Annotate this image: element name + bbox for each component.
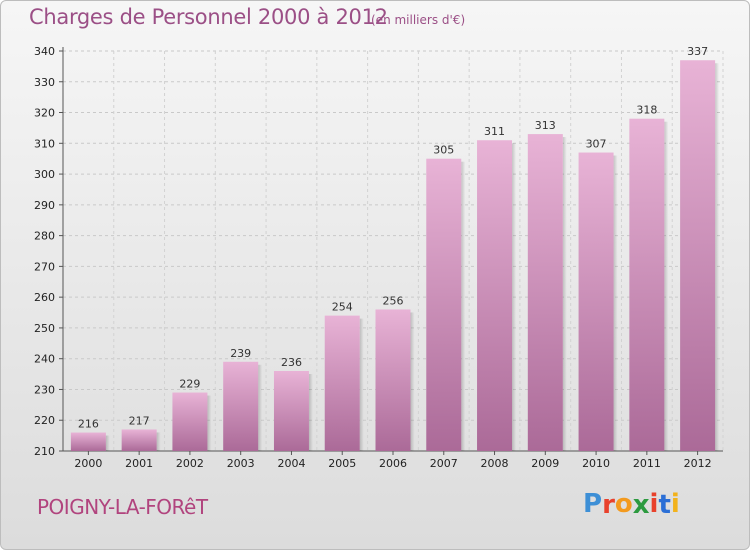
x-tick-label: 2012 bbox=[684, 457, 712, 470]
logo-letter: i bbox=[649, 489, 659, 519]
bar bbox=[629, 118, 665, 451]
y-tick-label: 320 bbox=[34, 107, 55, 120]
logo-letter: r bbox=[602, 490, 615, 520]
y-tick-label: 240 bbox=[34, 353, 55, 366]
bar-shadow bbox=[308, 374, 313, 451]
x-tick-label: 2007 bbox=[430, 457, 458, 470]
bar-shadow bbox=[562, 137, 567, 452]
bar bbox=[680, 60, 716, 451]
data-label: 307 bbox=[586, 138, 607, 151]
bar bbox=[70, 432, 106, 451]
x-tick-label: 2001 bbox=[125, 457, 153, 470]
x-tick-label: 2009 bbox=[531, 457, 559, 470]
bar bbox=[324, 315, 360, 451]
data-label: 217 bbox=[129, 414, 150, 427]
bar-shadow bbox=[664, 121, 669, 451]
bar-shadow bbox=[613, 155, 618, 452]
bar-shadow bbox=[105, 435, 110, 451]
y-tick-label: 290 bbox=[34, 199, 55, 212]
y-tick-label: 330 bbox=[34, 76, 55, 89]
bar bbox=[172, 392, 208, 451]
logo-letter: o bbox=[614, 489, 633, 519]
x-tick-label: 2000 bbox=[74, 457, 102, 470]
bar-shadow bbox=[156, 432, 161, 451]
data-label: 337 bbox=[687, 45, 708, 58]
y-tick-label: 300 bbox=[34, 168, 55, 181]
bar bbox=[223, 361, 259, 451]
bar-shadow bbox=[359, 318, 364, 451]
bar bbox=[426, 158, 462, 451]
bar-shadow bbox=[461, 161, 466, 451]
y-tick-label: 260 bbox=[34, 291, 55, 304]
data-label: 305 bbox=[433, 144, 454, 157]
x-tick-label: 2002 bbox=[176, 457, 204, 470]
commune-name: POIGNY-LA-FORêT bbox=[37, 495, 208, 519]
y-tick-label: 220 bbox=[34, 414, 55, 427]
data-label: 311 bbox=[484, 125, 505, 138]
bar-shadow bbox=[258, 364, 263, 451]
x-tick-label: 2003 bbox=[227, 457, 255, 470]
logo-letter: i bbox=[670, 489, 680, 519]
bar-shadow bbox=[207, 395, 212, 451]
y-tick-label: 310 bbox=[34, 137, 55, 150]
bar-shadow bbox=[512, 143, 517, 451]
bar-shadow bbox=[715, 63, 720, 451]
chart-title: Charges de Personnel 2000 à 2012 bbox=[29, 5, 388, 29]
bar bbox=[273, 371, 309, 451]
x-tick-label: 2006 bbox=[379, 457, 407, 470]
bar bbox=[477, 140, 513, 451]
data-label: 239 bbox=[230, 347, 251, 360]
x-tick-label: 2005 bbox=[328, 457, 356, 470]
bar bbox=[527, 134, 563, 452]
data-label: 318 bbox=[636, 104, 657, 117]
x-tick-label: 2010 bbox=[582, 457, 610, 470]
y-tick-label: 230 bbox=[34, 383, 55, 396]
logo-letter: x bbox=[632, 490, 650, 520]
bar bbox=[121, 429, 157, 451]
y-tick-label: 280 bbox=[34, 230, 55, 243]
y-tick-label: 270 bbox=[34, 260, 55, 273]
x-tick-label: 2008 bbox=[481, 457, 509, 470]
data-label: 236 bbox=[281, 356, 302, 369]
data-label: 256 bbox=[383, 294, 404, 307]
logo-letter: P bbox=[583, 489, 603, 519]
y-tick-label: 250 bbox=[34, 322, 55, 335]
y-tick-label: 340 bbox=[34, 45, 55, 58]
y-tick-label: 210 bbox=[34, 445, 55, 458]
proxiti-logo: Proxiti bbox=[583, 489, 680, 520]
bars bbox=[70, 60, 720, 452]
bar bbox=[578, 152, 614, 452]
data-label: 229 bbox=[179, 378, 200, 391]
labels: 210 220 230 240 250 260 270 280 290 300 310 320 330 3… bbox=[34, 45, 712, 470]
data-label: 216 bbox=[78, 418, 99, 431]
data-label: 254 bbox=[332, 301, 353, 314]
bar-shadow bbox=[410, 312, 415, 451]
logo-letter: t bbox=[658, 490, 671, 520]
bar bbox=[375, 309, 411, 451]
chart-subtitle: (en milliers d'€) bbox=[371, 13, 466, 27]
data-label: 313 bbox=[535, 119, 556, 132]
x-tick-label: 2004 bbox=[277, 457, 305, 470]
x-tick-label: 2011 bbox=[633, 457, 661, 470]
